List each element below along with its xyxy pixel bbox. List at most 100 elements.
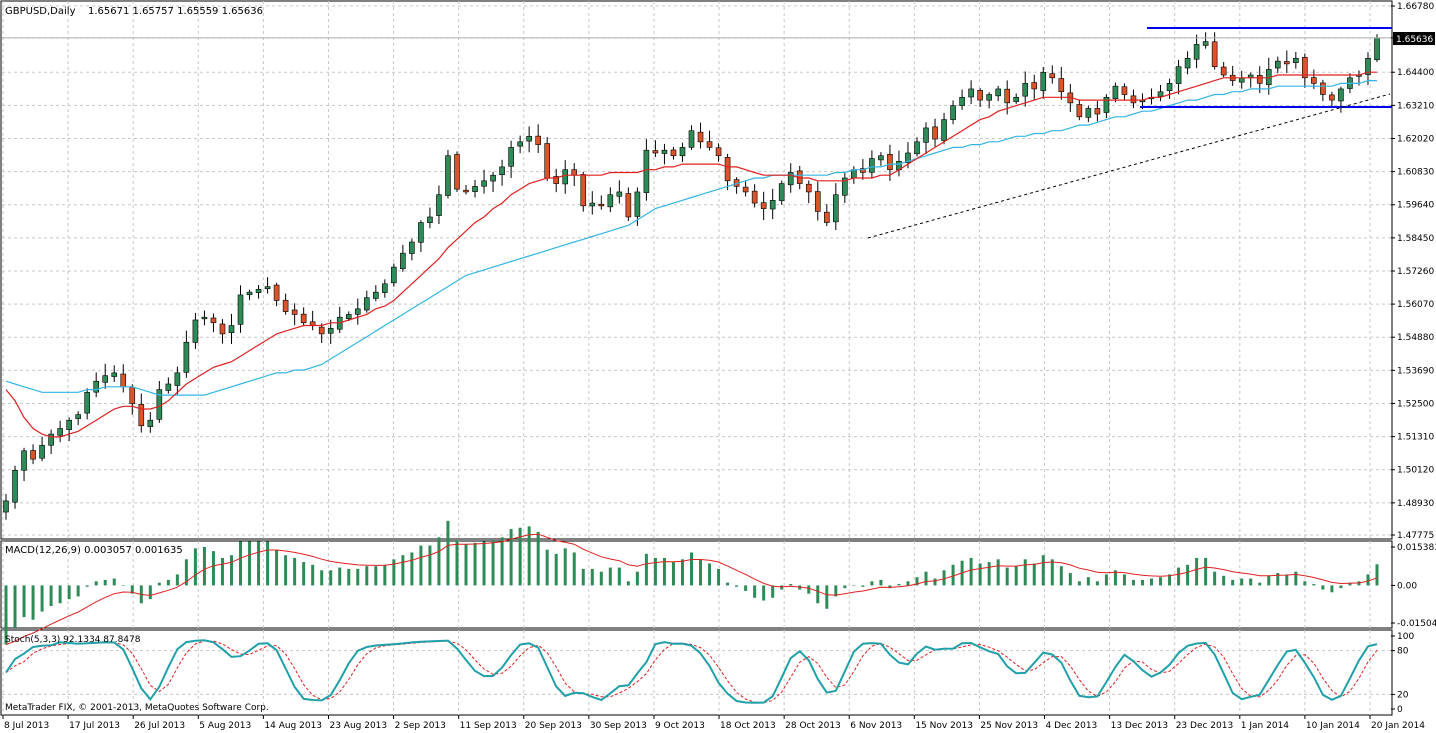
candle-body[interactable] — [183, 341, 190, 373]
candle-body[interactable] — [1094, 108, 1101, 115]
candle-body[interactable] — [805, 183, 812, 193]
candle-body[interactable] — [914, 141, 920, 155]
candle-body[interactable] — [905, 152, 911, 164]
candle-body[interactable] — [1013, 96, 1020, 102]
candle-body[interactable] — [1202, 41, 1209, 46]
candle-body[interactable] — [941, 119, 947, 141]
candle-body[interactable] — [138, 404, 145, 427]
candle-body[interactable] — [986, 94, 992, 101]
candle-body[interactable] — [93, 380, 99, 393]
candle-body[interactable] — [1238, 77, 1245, 83]
candle-body[interactable] — [291, 309, 298, 315]
candle-body[interactable] — [1175, 66, 1182, 84]
candle-body[interactable] — [1112, 85, 1119, 99]
candle-body[interactable] — [445, 155, 451, 196]
candle-body[interactable] — [490, 174, 496, 182]
candle-body[interactable] — [1004, 88, 1010, 104]
candle-body[interactable] — [517, 141, 523, 147]
candle-body[interactable] — [1320, 82, 1326, 95]
candle-body[interactable] — [147, 419, 154, 427]
candle-body[interactable] — [995, 88, 1001, 97]
candle-body[interactable] — [1365, 58, 1371, 75]
candle-body[interactable] — [1329, 94, 1335, 101]
candle-body[interactable] — [1311, 77, 1317, 84]
candle-body[interactable] — [409, 241, 415, 254]
candle-body[interactable] — [1193, 44, 1200, 60]
candle-body[interactable] — [715, 147, 722, 157]
candle-body[interactable] — [3, 500, 9, 513]
candle-body[interactable] — [318, 326, 325, 335]
candle-body[interactable] — [1085, 108, 1092, 118]
candle-body[interactable] — [84, 392, 90, 414]
candle-body[interactable] — [878, 155, 884, 161]
candle-body[interactable] — [300, 313, 307, 324]
candle-body[interactable] — [526, 135, 532, 142]
candle-body[interactable] — [282, 299, 289, 312]
candle-body[interactable] — [427, 216, 433, 224]
candle-body[interactable] — [129, 386, 136, 404]
candle-body[interactable] — [1103, 96, 1110, 113]
candle-body[interactable] — [354, 308, 361, 315]
candle-body[interactable] — [111, 372, 118, 377]
candle-body[interactable] — [1274, 60, 1281, 69]
candle-body[interactable] — [643, 149, 650, 193]
macd-pane[interactable] — [0, 540, 1393, 629]
candle-body[interactable] — [499, 166, 505, 175]
candle-body[interactable] — [625, 193, 632, 218]
candle-body[interactable] — [1374, 37, 1380, 60]
candle-body[interactable] — [382, 283, 388, 293]
candle-body[interactable] — [742, 186, 749, 193]
candle-body[interactable] — [679, 147, 686, 157]
candle-body[interactable] — [1184, 58, 1191, 69]
candle-body[interactable] — [174, 372, 181, 386]
candle-body[interactable] — [75, 414, 81, 419]
candle-body[interactable] — [562, 169, 569, 185]
candle-body[interactable] — [887, 154, 893, 170]
candle-body[interactable] — [165, 383, 172, 391]
candle-body[interactable] — [670, 149, 677, 157]
candle-body[interactable] — [760, 202, 767, 209]
candle-body[interactable] — [977, 90, 983, 101]
candle-body[interactable] — [1130, 95, 1137, 104]
candle-body[interactable] — [400, 252, 406, 270]
candle-body[interactable] — [598, 203, 605, 207]
candle-body[interactable] — [1338, 88, 1344, 102]
candle-body[interactable] — [1302, 57, 1308, 79]
candle-body[interactable] — [481, 180, 487, 187]
candle-body[interactable] — [192, 319, 199, 343]
candle-body[interactable] — [363, 297, 370, 311]
candle-body[interactable] — [1022, 83, 1029, 97]
candle-body[interactable] — [454, 154, 460, 190]
candle-body[interactable] — [652, 150, 659, 154]
candle-body[interactable] — [472, 186, 478, 192]
price-pane[interactable] — [0, 0, 1393, 540]
candle-body[interactable] — [219, 323, 226, 335]
candle-body[interactable] — [968, 88, 974, 98]
candle-body[interactable] — [553, 176, 560, 184]
candle-body[interactable] — [535, 135, 541, 145]
candle-body[interactable] — [823, 211, 830, 223]
candle-body[interactable] — [12, 469, 18, 503]
candle-body[interactable] — [57, 428, 63, 436]
candle-body[interactable] — [391, 266, 397, 284]
candle-body[interactable] — [616, 191, 623, 197]
candle-body[interactable] — [1166, 83, 1173, 92]
candle-body[interactable] — [778, 183, 785, 201]
candle-body[interactable] — [833, 194, 839, 223]
candle-body[interactable] — [959, 96, 965, 106]
candle-body[interactable] — [661, 149, 668, 154]
candle-body[interactable] — [923, 127, 929, 143]
candle-body[interactable] — [869, 158, 875, 173]
candle-body[interactable] — [120, 373, 127, 388]
candle-body[interactable] — [787, 172, 794, 186]
candle-body[interactable] — [607, 194, 614, 208]
candle-body[interactable] — [860, 168, 866, 173]
candle-body[interactable] — [201, 316, 208, 320]
candle-body[interactable] — [237, 294, 244, 325]
candle-body[interactable] — [255, 289, 262, 293]
candle-body[interactable] — [1157, 91, 1164, 97]
candle-body[interactable] — [228, 325, 235, 333]
candle-body[interactable] — [418, 222, 424, 243]
candle-body[interactable] — [1076, 104, 1083, 118]
